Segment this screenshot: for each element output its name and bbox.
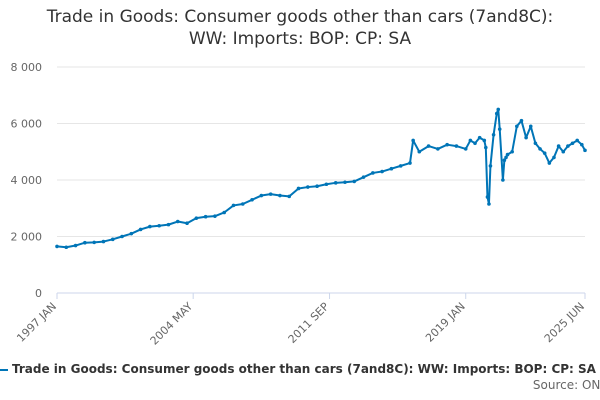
- data-point: [488, 164, 493, 168]
- data-point: [494, 111, 499, 116]
- data-point: [473, 141, 477, 146]
- data-point: [468, 138, 473, 143]
- data-point: [166, 222, 171, 227]
- data-point: [92, 240, 96, 245]
- data-point: [524, 135, 528, 140]
- data-point: [371, 171, 375, 175]
- data-point: [496, 107, 501, 112]
- data-point: [491, 133, 496, 137]
- chart-title-line-1: Trade in Goods: Consumer goods other tha…: [46, 7, 554, 27]
- data-point: [278, 193, 282, 198]
- data-point: [73, 243, 78, 248]
- data-point: [343, 180, 347, 185]
- data-point: [148, 224, 152, 229]
- data-point: [129, 231, 134, 236]
- data-point: [504, 155, 508, 160]
- data-point: [315, 184, 319, 189]
- data-point: [454, 144, 459, 148]
- x-tick-label-1: 2004 MAY: [148, 300, 196, 348]
- data-point: [502, 158, 507, 163]
- data-point: [352, 179, 357, 184]
- x-tick-label-4: 2025 JUN: [542, 300, 587, 345]
- data-point: [547, 161, 552, 165]
- chart-credit[interactable]: Source: ONS: [532, 378, 600, 392]
- x-tick-label-3: 2019 JAN: [423, 300, 468, 345]
- data-point: [501, 178, 505, 182]
- data-point: [240, 202, 245, 206]
- data-point: [510, 149, 514, 154]
- data-point: [361, 175, 366, 179]
- data-point: [138, 227, 143, 232]
- series-line-0: [56, 108, 586, 249]
- chart-title-line-2: WW: Imports: BOP: CP: SA: [188, 29, 412, 49]
- data-point: [426, 144, 431, 148]
- y-tick-label-1: 2 000: [11, 231, 43, 244]
- data-point: [213, 214, 217, 218]
- data-point: [487, 202, 491, 206]
- data-point: [463, 147, 468, 151]
- data-point: [380, 169, 384, 174]
- data-point: [408, 161, 412, 165]
- data-point: [533, 141, 538, 146]
- data-point: [566, 144, 570, 148]
- data-point: [389, 166, 394, 171]
- data-point: [556, 144, 561, 148]
- data-point: [552, 155, 556, 160]
- data-point: [542, 151, 547, 155]
- data-point: [222, 210, 227, 215]
- data-point: [528, 124, 533, 129]
- data-point: [570, 141, 575, 146]
- data-point: [483, 145, 488, 150]
- y-tick-label-4: 8 000: [11, 61, 43, 74]
- chart-title: Trade in Goods: Consumer goods other tha…: [0, 6, 600, 50]
- data-point: [538, 147, 542, 151]
- data-point: [110, 237, 115, 242]
- data-point: [497, 127, 502, 131]
- data-point: [55, 244, 59, 249]
- data-point: [175, 219, 180, 224]
- data-point: [411, 138, 415, 143]
- legend-line-icon: [0, 368, 8, 371]
- data-point: [505, 152, 510, 157]
- y-tick-label-0: 0: [35, 287, 42, 300]
- y-tick-label-3: 6 000: [11, 118, 43, 131]
- data-point: [485, 195, 490, 199]
- data-point: [575, 138, 579, 143]
- data-point: [231, 203, 236, 208]
- data-point: [477, 135, 482, 140]
- data-point: [157, 223, 161, 228]
- data-point: [583, 148, 587, 153]
- data-point: [519, 118, 524, 123]
- data-point: [120, 234, 124, 239]
- data-point: [296, 186, 301, 191]
- data-point: [250, 197, 254, 202]
- data-point: [185, 221, 189, 226]
- x-tick-label-0: 1997 JAN: [14, 300, 59, 345]
- data-point: [482, 138, 487, 143]
- data-point: [580, 142, 584, 147]
- data-point: [306, 185, 310, 189]
- data-point: [194, 216, 199, 220]
- data-point: [324, 182, 329, 187]
- data-point: [83, 240, 87, 245]
- data-point: [287, 194, 292, 199]
- data-point: [417, 149, 422, 154]
- data-point: [101, 239, 106, 244]
- data-point: [445, 142, 449, 147]
- data-point: [259, 193, 264, 198]
- data-point: [398, 164, 403, 168]
- data-point: [333, 181, 338, 185]
- x-tick-label-2: 2011 SEP: [286, 300, 332, 346]
- data-point: [203, 214, 208, 219]
- y-tick-label-2: 4 000: [11, 174, 43, 187]
- data-point: [515, 124, 519, 129]
- chart-legend[interactable]: Trade in Goods: Consumer goods other tha…: [0, 362, 600, 380]
- data-point: [561, 149, 566, 154]
- data-point: [268, 192, 273, 196]
- legend-item-label[interactable]: Trade in Goods: Consumer goods other tha…: [12, 362, 596, 376]
- data-point: [436, 147, 440, 151]
- data-point: [64, 245, 69, 250]
